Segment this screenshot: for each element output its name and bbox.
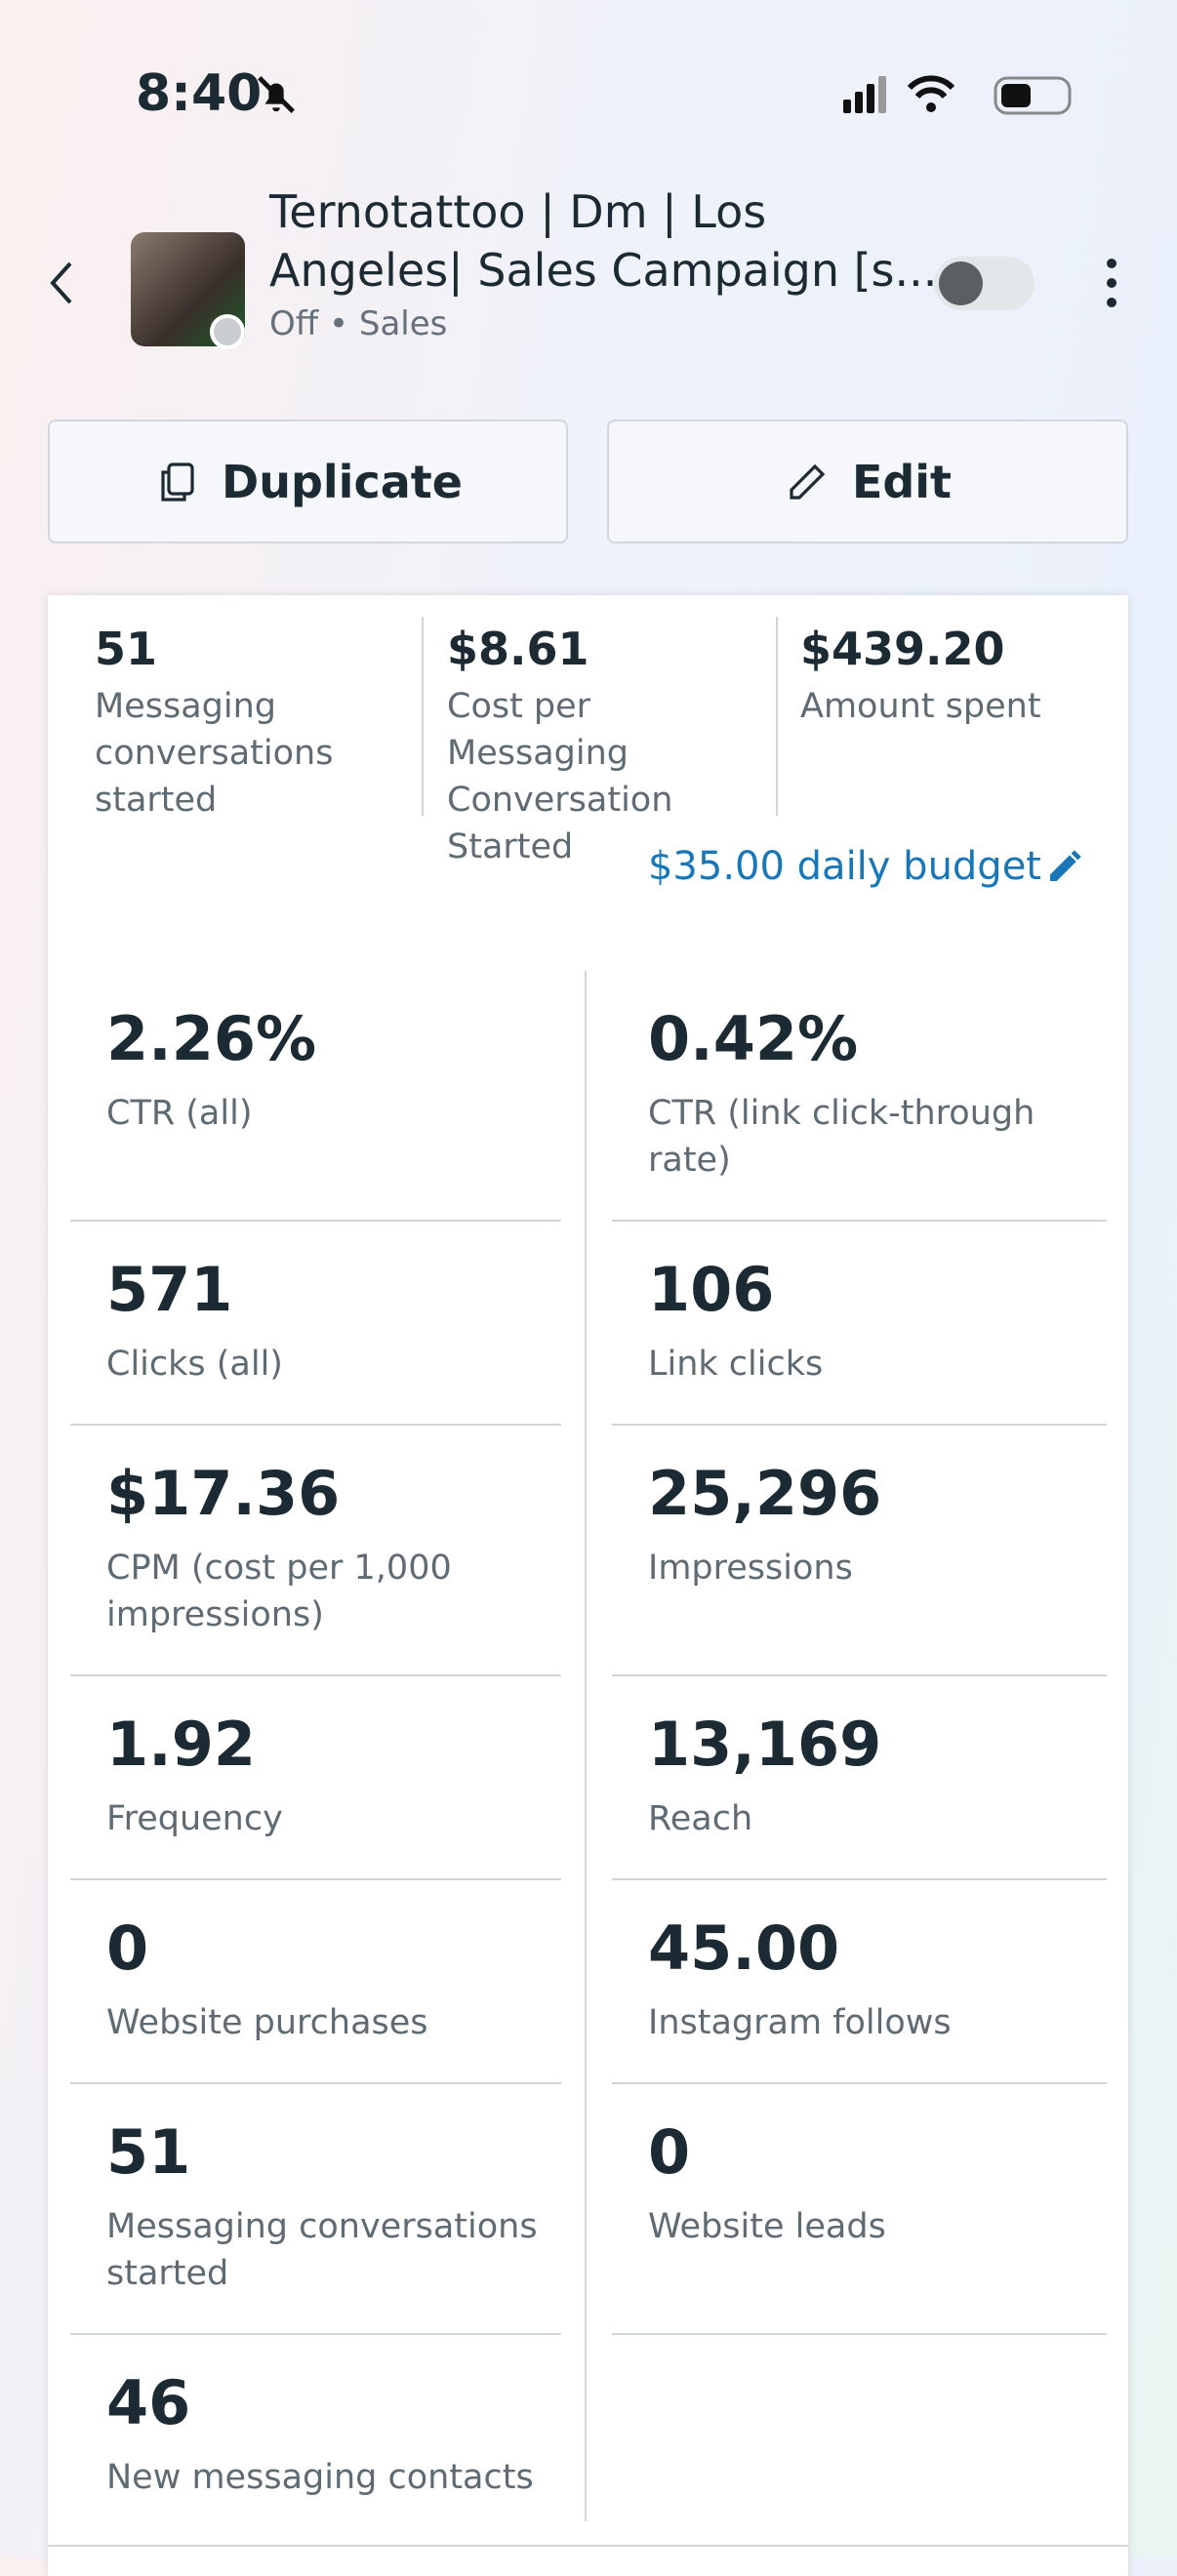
campaign-subtitle: Off • Sales xyxy=(269,304,448,343)
summary-label: Amount spent xyxy=(800,687,1041,726)
status-icons xyxy=(843,75,1072,115)
metric-label: Website purchases xyxy=(106,2003,428,2042)
metric-label: CPM (cost per 1,000 impressions) xyxy=(106,1549,452,1634)
metric-value: 45.00 xyxy=(648,1912,840,1984)
metric-cell: 0.42% CTR (link click-through rate) xyxy=(612,971,1107,1222)
metric-cell: 571 Clicks (all) xyxy=(70,1222,561,1426)
metric-cell: $17.36 CPM (cost per 1,000 impressions) xyxy=(70,1426,561,1676)
metric-value: 571 xyxy=(106,1254,233,1325)
metric-label: Clicks (all) xyxy=(106,1345,283,1384)
divider xyxy=(48,2545,1128,2547)
metric-label: Reach xyxy=(648,1799,753,1838)
metric-cell: 0 Website leads xyxy=(612,2084,1107,2335)
metric-value: 2.26% xyxy=(106,1003,317,1074)
metric-value: 0 xyxy=(648,2116,691,2188)
summary-item: $439.20 Amount spent xyxy=(800,623,1122,730)
status-dot xyxy=(210,314,245,349)
metric-value: 1.92 xyxy=(106,1709,256,1780)
edit-button[interactable]: Edit xyxy=(607,420,1128,543)
metric-label: Website leads xyxy=(648,2207,886,2246)
metric-value: $17.36 xyxy=(106,1458,341,1529)
metric-cell: 45.00 Instagram follows xyxy=(612,1880,1107,2084)
metric-cell: 13,169 Reach xyxy=(612,1676,1107,1880)
metric-cell: 46 New messaging contacts xyxy=(70,2335,561,2537)
divider xyxy=(776,617,778,816)
edit-icon xyxy=(790,463,826,500)
metric-label: CTR (all) xyxy=(106,1094,253,1133)
mute-icon xyxy=(258,76,295,113)
edit-label: Edit xyxy=(851,455,953,508)
pencil-icon xyxy=(1050,850,1081,881)
budget-link[interactable]: $35.00 daily budget xyxy=(648,844,1084,889)
metric-value: 46 xyxy=(106,2367,191,2438)
budget-text: $35.00 daily budget xyxy=(647,844,1041,889)
more-button[interactable] xyxy=(1100,256,1123,310)
divider xyxy=(585,971,587,2521)
divider xyxy=(422,617,424,816)
metric-label: Impressions xyxy=(648,1549,853,1588)
metric-value: 0.42% xyxy=(648,1003,859,1074)
summary-label: Cost per Messaging Conversation Started xyxy=(447,687,673,866)
metric-cell: 51 Messaging conversations started xyxy=(70,2084,561,2335)
metric-cell: 2.26% CTR (all) xyxy=(70,971,561,1222)
campaign-title: Angeles| Sales Campaign [s... xyxy=(269,244,938,297)
metrics-grid: 2.26% CTR (all) 0.42% CTR (link click-throu… xyxy=(70,971,1107,2537)
metric-label: Link clicks xyxy=(648,1345,824,1384)
metric-label: New messaging contacts xyxy=(106,2458,534,2497)
metric-cell: 0 Website purchases xyxy=(70,1880,561,2084)
metric-label: CTR (link click-through rate) xyxy=(648,1094,1035,1180)
duplicate-button[interactable]: Duplicate xyxy=(48,420,568,543)
metric-label: Frequency xyxy=(106,1799,283,1838)
summary-value: 51 xyxy=(95,623,158,675)
metric-value: 106 xyxy=(648,1254,775,1325)
summary-value: $439.20 xyxy=(800,623,1005,675)
insights-card xyxy=(48,595,1128,2576)
metric-cell: 25,296 Impressions xyxy=(612,1426,1107,1676)
status-time: 8:40 xyxy=(136,64,263,123)
metric-value: 13,169 xyxy=(648,1709,882,1780)
metric-value: 51 xyxy=(106,2116,191,2188)
duplicate-icon xyxy=(161,462,194,502)
metric-label: Instagram follows xyxy=(648,2003,952,2042)
summary-value: $8.61 xyxy=(447,623,589,675)
summary-item: 51 Messaging conversations started xyxy=(95,623,417,824)
campaign-title: Ternotattoo | Dm | Los xyxy=(269,185,767,238)
metric-value: 25,296 xyxy=(648,1458,882,1529)
toggle[interactable] xyxy=(934,257,1035,310)
summary-item: $8.61 Cost per Messaging Conversation Sta… xyxy=(447,623,769,870)
metric-cell: 106 Link clicks xyxy=(612,1222,1107,1426)
duplicate-label: Duplicate xyxy=(222,455,463,508)
metric-label: Messaging conversations started xyxy=(106,2207,538,2293)
summary-label: Messaging conversations started xyxy=(95,687,334,820)
back-button[interactable] xyxy=(47,260,76,306)
metric-value: 0 xyxy=(106,1912,149,1984)
metric-cell: 1.92 Frequency xyxy=(70,1676,561,1880)
